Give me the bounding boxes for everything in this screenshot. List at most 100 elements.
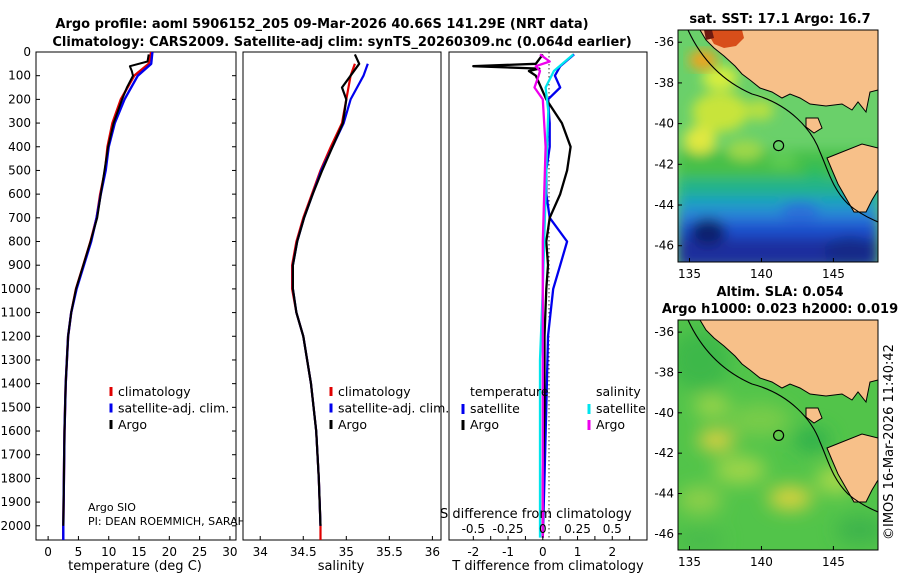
salinity-panel: 34 34.5 35 35.5 36 salinity climatology satel… [242, 51, 449, 574]
legend-label: satellite [470, 401, 520, 416]
legend-label: satellite [596, 401, 646, 416]
sla-map-subtitle: Argo h1000: 0.023 h2000: 0.019 [662, 302, 898, 317]
legend-label: climatology [118, 384, 191, 399]
title-line-1: Argo profile: aoml 5906152_205 09-Mar-20… [55, 17, 588, 32]
difference-xtick-label: -1 [502, 545, 514, 559]
temperature-xtick-label: 10 [101, 545, 116, 559]
temperature-axes-frame [35, 51, 237, 541]
depth-tick-label: 1300 [0, 353, 31, 367]
map-ytick-label: -42 [654, 157, 674, 171]
difference-xtick-label: 2 [608, 545, 616, 559]
map-ytick-label: -42 [654, 446, 674, 460]
salinity-xtick-label: 34 [253, 545, 268, 559]
credit-line-2: PI: DEAN ROEMMICH, SARAH [88, 515, 246, 528]
difference-series-3 [533, 53, 551, 538]
map-ytick-label: -44 [654, 487, 674, 501]
sst-argo-marker [772, 140, 785, 152]
legend-label: satellite-adj. clim. [118, 401, 229, 416]
salinity-xlabel: salinity [318, 559, 365, 574]
sla-shelf-contour [678, 320, 878, 513]
legend-label: Argo [596, 417, 625, 432]
sla-map-title: Altim. SLA: 0.054 [717, 285, 844, 300]
temperature-xtick-label: 15 [131, 545, 146, 559]
map-ytick-label: -46 [654, 239, 674, 253]
difference-top-tick-label: 0 [539, 522, 547, 536]
difference-xtick-label: 0 [539, 545, 547, 559]
map-xtick-label: 135 [678, 555, 701, 569]
legend-title-salinity: salinity [596, 384, 641, 399]
difference-legend: temperature salinitysatelliteArgosatellit… [461, 384, 646, 432]
legend-label: Argo [118, 417, 147, 432]
legend-title-temperature: temperature [470, 384, 549, 399]
s-difference-label: S difference from climatology [440, 507, 632, 522]
sla-map-image [678, 320, 878, 550]
map-ytick-label: -36 [654, 325, 674, 339]
title-line-2: Climatology: CARS2009. Satellite-adj cli… [52, 35, 631, 50]
depth-tick-label: 1700 [0, 448, 31, 462]
credit-line-1: Argo SIO [88, 501, 136, 514]
map-ytick-label: -40 [654, 117, 674, 131]
map-xtick-label: 140 [750, 267, 773, 281]
sla-land-mainland [699, 320, 878, 404]
difference-panel: -2 -1 0 1 2 -0.5 -0.25 0 0.25 0.5 S difference f… [440, 51, 648, 574]
salinity-series-2 [291, 53, 361, 526]
sst-map-image [678, 30, 878, 262]
temperature-xtick-label: 20 [162, 545, 177, 559]
depth-tick-label: 1200 [0, 329, 31, 343]
temperature-xtick-label: 0 [44, 545, 52, 559]
depth-tick-label: 200 [8, 92, 31, 106]
depth-tick-label: 900 [8, 258, 31, 272]
temperature-xlabel: temperature (deg C) [68, 559, 202, 574]
sla-argo-marker [772, 429, 785, 441]
depth-tick-label: 1000 [0, 282, 31, 296]
temperature-panel: 0 5 10 15 20 25 30 010020030040050060070080090… [0, 45, 647, 574]
map-ytick-label: -36 [654, 35, 674, 49]
sla-land-tasmania [826, 433, 878, 503]
legend-label: Argo [338, 417, 367, 432]
sst-gulf-hot-patch [706, 30, 744, 48]
temperature-legend: climatology satellite-adj. clim.Argo [109, 384, 229, 432]
map-xtick-label: 135 [678, 267, 701, 281]
depth-tick-label: 500 [8, 163, 31, 177]
depth-tick-label: 1800 [0, 471, 31, 485]
depth-tick-label: 1100 [0, 306, 31, 320]
difference-series-2 [538, 53, 575, 538]
temperature-series-2 [62, 54, 150, 526]
depth-tick-label: 1400 [0, 377, 31, 391]
salinity-xtick-label: 35 [339, 545, 354, 559]
depth-tick-label: 1500 [0, 400, 31, 414]
sst-map-panel: sat. SST: 17.1 Argo: 16.7 [654, 12, 879, 281]
salinity-xtick-label: 36 [425, 545, 440, 559]
difference-top-tick-label: -0.5 [462, 522, 485, 536]
map-ytick-label: -44 [654, 198, 674, 212]
difference-xlabel: T difference from climatology [451, 559, 644, 574]
temperature-xtick-label: 30 [222, 545, 237, 559]
map-ytick-label: -46 [654, 527, 674, 541]
legend-label: climatology [338, 384, 411, 399]
difference-top-tick-label: 0.25 [564, 522, 591, 536]
sla-map-panel: Altim. SLA: 0.054 Argo h1000: 0.023 h200… [654, 285, 898, 569]
map-xtick-label: 145 [822, 267, 845, 281]
difference-xtick-label: -2 [467, 545, 479, 559]
depth-tick-label: 0 [23, 45, 31, 59]
sst-land-tasmania [826, 143, 878, 213]
sst-shelf-contour [678, 30, 878, 223]
salinity-xtick-label: 34.5 [290, 545, 317, 559]
depth-tick-label: 100 [8, 69, 31, 83]
map-xtick-label: 145 [822, 555, 845, 569]
difference-xtick-label: 1 [574, 545, 582, 559]
depth-tick-label: 2000 [0, 519, 31, 533]
sst-map-title: sat. SST: 17.1 Argo: 16.7 [689, 12, 870, 27]
imos-timestamp: ©IMOS 16-Mar-2026 11:40:42 [882, 344, 897, 540]
depth-tick-label: 400 [8, 140, 31, 154]
depth-tick-label: 800 [8, 235, 31, 249]
depth-tick-label: 1600 [0, 424, 31, 438]
depth-tick-label: 1900 [0, 495, 31, 509]
salinity-axes-frame [242, 51, 442, 541]
legend-label: Argo [470, 417, 499, 432]
temperature-xtick-label: 5 [75, 545, 83, 559]
difference-top-tick-label: -0.25 [493, 522, 524, 536]
salinity-legend: climatology satellite-adj. clim.Argo [329, 384, 449, 432]
legend-label: satellite-adj. clim. [338, 401, 449, 416]
